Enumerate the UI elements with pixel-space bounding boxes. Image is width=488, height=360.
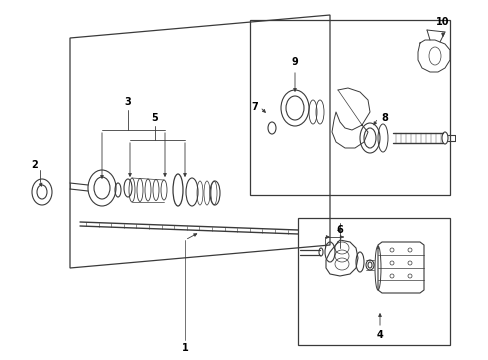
Text: 3: 3 bbox=[124, 97, 131, 107]
Text: 10: 10 bbox=[435, 17, 449, 27]
Text: 4: 4 bbox=[376, 330, 383, 340]
Bar bbox=[297, 218, 449, 345]
Text: 6: 6 bbox=[336, 225, 343, 235]
Text: 8: 8 bbox=[381, 113, 387, 123]
Text: 5: 5 bbox=[151, 113, 158, 123]
Bar bbox=[249, 20, 449, 195]
Text: 7: 7 bbox=[251, 102, 258, 112]
Text: 9: 9 bbox=[291, 57, 298, 67]
Text: 1: 1 bbox=[181, 343, 188, 353]
Text: 2: 2 bbox=[32, 160, 38, 170]
